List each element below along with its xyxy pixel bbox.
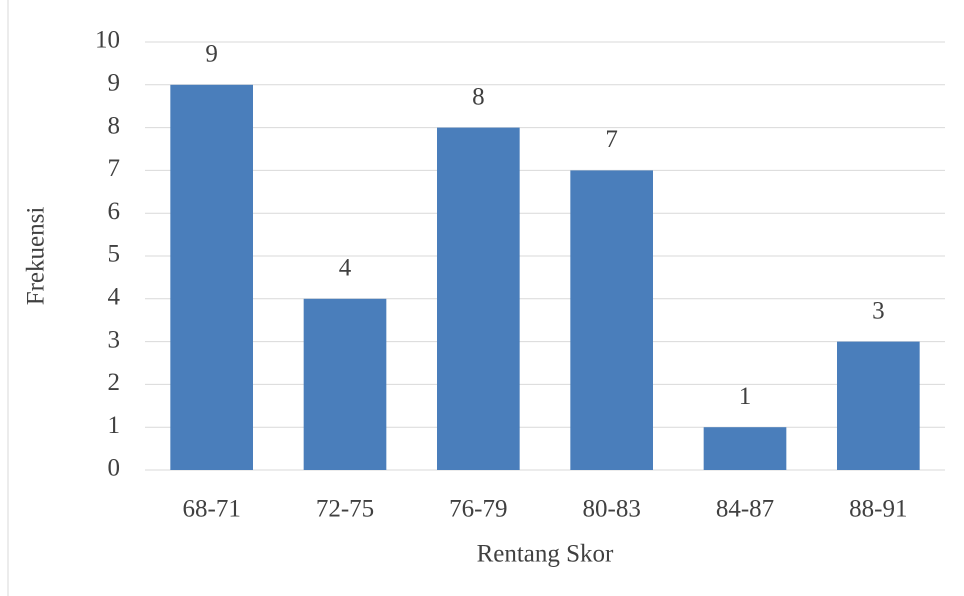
y-tick-label: 8 (108, 112, 121, 139)
data-label: 7 (605, 126, 618, 153)
y-tick-label: 4 (108, 284, 121, 311)
x-tick-label: 88-91 (849, 496, 907, 523)
x-tick-label: 72-75 (316, 496, 374, 523)
bar (570, 170, 653, 470)
bar (437, 127, 520, 470)
bar (837, 341, 920, 470)
bar (303, 298, 387, 470)
y-axis-label: Frekuensi (23, 207, 50, 306)
y-tick-label: 1 (108, 412, 121, 439)
x-tick-label: 76-79 (449, 496, 507, 523)
y-tick-label: 5 (108, 241, 121, 268)
data-label: 8 (472, 83, 485, 110)
x-axis-label: Rentang Skor (477, 541, 614, 568)
y-tick-label: 9 (108, 70, 121, 97)
y-tick-label: 0 (108, 455, 121, 482)
y-tick-label: 2 (108, 369, 121, 396)
data-label: 1 (739, 383, 752, 410)
data-label: 4 (339, 255, 352, 282)
x-tick-label: 80-83 (583, 496, 641, 523)
bar (703, 427, 787, 470)
data-label: 3 (872, 297, 885, 324)
y-tick-label: 10 (95, 27, 120, 54)
bar (170, 84, 253, 471)
data-label: 9 (205, 41, 218, 68)
y-tick-label: 7 (108, 155, 121, 182)
x-tick-label: 68-71 (183, 496, 241, 523)
x-tick-label: 84-87 (716, 496, 774, 523)
y-tick-label: 6 (108, 198, 121, 225)
chart-frame (7, 0, 9, 596)
y-tick-label: 3 (108, 326, 121, 353)
